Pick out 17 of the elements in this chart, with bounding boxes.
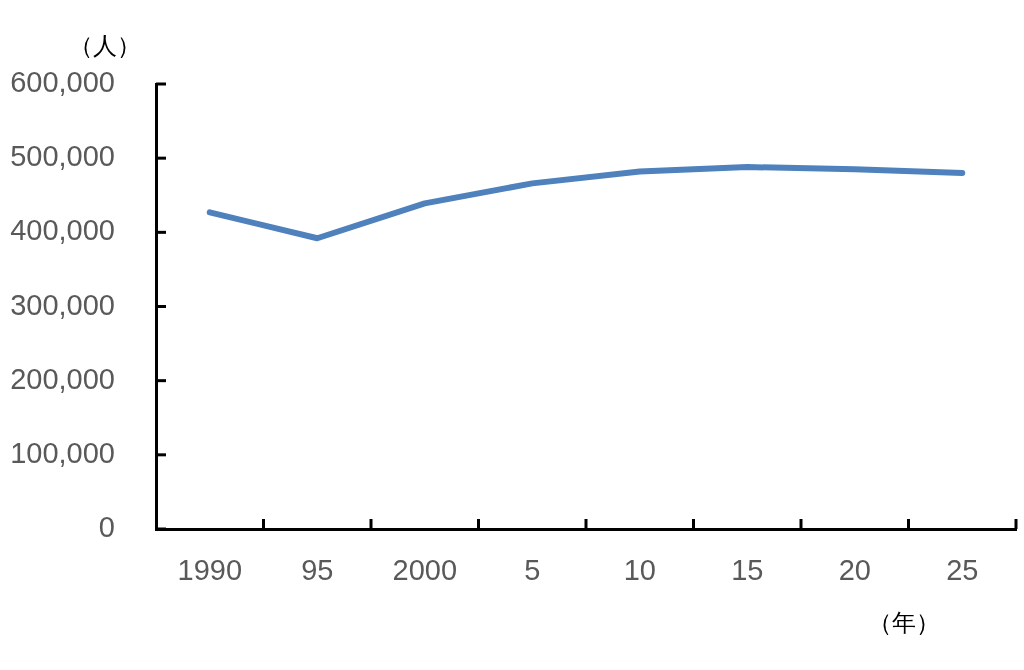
x-tick-label: 5 — [524, 554, 541, 587]
y-tick-label: 0 — [98, 511, 115, 543]
y-tick-label: 100,000 — [10, 436, 115, 469]
x-tick-label: 2000 — [392, 554, 458, 587]
x-tick-label: 25 — [946, 554, 979, 587]
x-tick-label: 95 — [301, 554, 334, 587]
x-tick-label: 1990 — [177, 554, 243, 587]
y-tick-label: 500,000 — [10, 140, 115, 173]
x-tick-label: 10 — [623, 554, 656, 587]
x-tick-label: 20 — [838, 554, 871, 587]
x-tick-label: 15 — [731, 554, 764, 587]
y-axis-title: （人） — [69, 32, 141, 59]
y-tick-label: 400,000 — [10, 214, 115, 247]
y-tick-label: 200,000 — [10, 362, 115, 395]
y-tick-label: 600,000 — [10, 66, 115, 98]
y-tick-label: 300,000 — [10, 288, 115, 321]
x-axis-title: （年） — [868, 609, 940, 636]
